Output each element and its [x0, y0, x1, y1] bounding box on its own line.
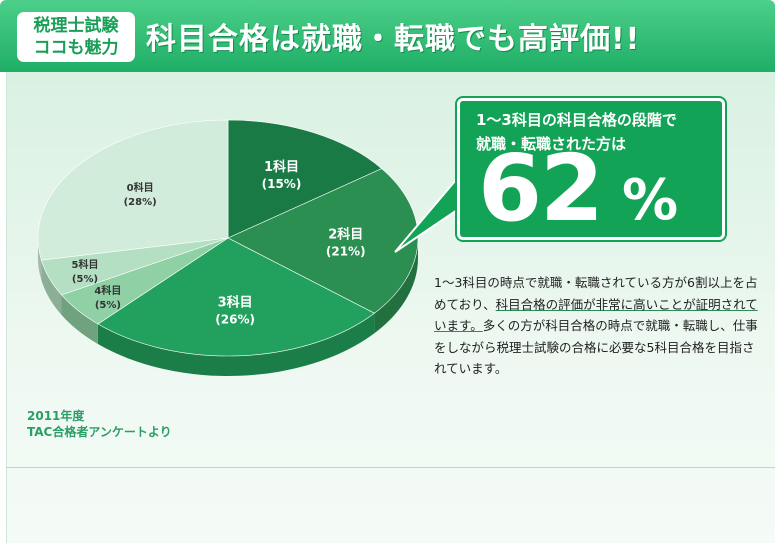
- slice-pct-2: (26%): [215, 313, 255, 327]
- pie-side-5: [38, 238, 42, 281]
- callout-box: 1～3科目の科目合格の段階で 就職・転職された方は 62 %: [457, 98, 725, 240]
- callout-unit: %: [622, 168, 679, 233]
- callout-line2: 就職・転職された方は: [476, 135, 627, 153]
- pie-slice-2: [97, 237, 375, 357]
- divider: [6, 467, 775, 468]
- badge-line1: 税理士試験: [33, 16, 119, 36]
- slice-label-5: 0科目: [127, 181, 154, 194]
- slice-label-4: 5科目: [72, 258, 99, 271]
- description-part1: 1～3科目の時点で就職・転職されている方が6割以上を占めており、: [434, 275, 758, 312]
- header-bar: 税理士試験 ココも魅力 科目合格は就職・転職でも高評価!!: [0, 0, 775, 72]
- pie-side-1: [374, 238, 418, 334]
- slice-label-2: 3科目: [218, 295, 253, 311]
- slice-label-3: 4科目: [94, 284, 121, 297]
- description-highlight: 科目合格の評価が非常に高いことが証明されています。: [434, 296, 758, 334]
- badge-line2: ココも魅力: [33, 38, 119, 58]
- slice-label-0: 1科目: [264, 159, 299, 175]
- source-line2: TAC合格者アンケートより: [27, 425, 172, 439]
- pie-side-4: [41, 260, 62, 315]
- pie-slice-5: [37, 119, 229, 261]
- pie-slice-1: [227, 168, 419, 314]
- description-text: 1～3科目の時点で就職・転職されている方が6割以上を占めており、科目合格の評価が…: [434, 272, 764, 380]
- slice-pct-1: (21%): [326, 244, 366, 258]
- slice-pct-3: (5%): [95, 300, 121, 311]
- header-badge: 税理士試験 ココも魅力: [17, 12, 135, 62]
- slice-pct-0: (15%): [262, 177, 302, 191]
- slice-label-1: 2科目: [328, 226, 363, 242]
- pie-side-3: [61, 294, 98, 345]
- header-title: 科目合格は就職・転職でも高評価!!: [146, 22, 641, 57]
- callout-value: 62: [478, 135, 604, 242]
- description-part3: 多くの方が科目合格の時点で就職・転職し、仕事をしながら税理士試験の合格に必要な5…: [434, 318, 758, 376]
- pie-side-2: [97, 313, 375, 376]
- callout-line1: 1～3科目の科目合格の段階で: [476, 111, 677, 129]
- slice-pct-4: (5%): [72, 274, 98, 285]
- slice-pct-5: (28%): [124, 197, 157, 208]
- source-line1: 2011年度: [27, 409, 85, 423]
- source-note: 2011年度 TAC合格者アンケートより: [27, 408, 172, 440]
- pie-slice-0: [227, 119, 383, 239]
